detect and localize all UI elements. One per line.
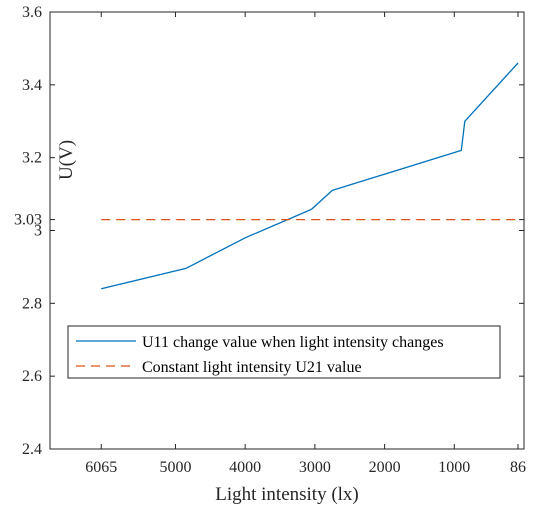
y-tick-label-6: 3.4	[22, 77, 42, 94]
x-tick-label-3: 3000	[299, 459, 331, 476]
legend: U11 change value when light intensity ch…	[67, 325, 501, 379]
y-tick-label-7: 3.6	[22, 4, 42, 21]
x-tick-label-1: 5000	[159, 459, 191, 476]
x-tick-label-0: 6065	[85, 459, 117, 476]
y-tick-label-3: 3	[34, 223, 42, 240]
x-tick-label-4: 2000	[369, 459, 401, 476]
legend-box	[67, 325, 501, 379]
x-axis-label: Light intensity (lx)	[215, 484, 359, 505]
legend-label-u11: U11 change value when light intensity ch…	[142, 334, 444, 351]
legend-label-u21: Constant light intensity U21 value	[142, 359, 362, 376]
plot-area	[50, 12, 524, 449]
x-tick-label-6: 86	[510, 459, 526, 476]
y-axis: 2.4 2.6 2.8 33.03 3.2 3.4 3.6	[14, 4, 524, 458]
series-line-u11	[101, 62, 519, 290]
x-axis: 6065 5000 4000 3000 2000 1000 86	[85, 12, 526, 476]
y-tick-label-0: 2.4	[22, 441, 42, 458]
series-layer	[101, 62, 519, 290]
y-tick-label-1: 2.6	[22, 368, 42, 385]
x-tick-label-2: 4000	[229, 459, 261, 476]
x-tick-label-5: 1000	[438, 459, 470, 476]
y-tick-label-4: 3.03	[14, 212, 42, 229]
y-axis-label: U(V)	[56, 140, 77, 180]
y-tick-label-5: 3.2	[22, 150, 42, 167]
y-tick-label-2: 2.8	[22, 295, 42, 312]
